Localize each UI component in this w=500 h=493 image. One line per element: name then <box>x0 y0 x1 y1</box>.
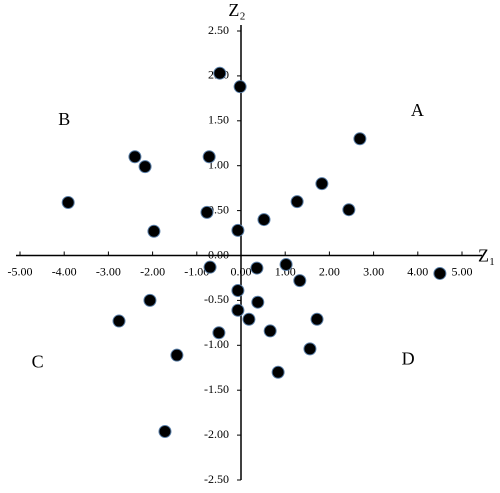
point <box>250 261 264 275</box>
point <box>315 177 329 191</box>
y-tick-label: -1.00 <box>204 337 229 351</box>
point <box>263 324 277 338</box>
point <box>147 224 161 238</box>
y-tick-label: -2.50 <box>204 472 229 486</box>
point <box>231 284 245 298</box>
point <box>242 312 256 326</box>
point <box>212 326 226 340</box>
point <box>158 425 172 439</box>
point <box>170 348 184 362</box>
x-tick-label: -3.00 <box>96 264 121 278</box>
point <box>279 257 293 271</box>
y-tick-label: -2.00 <box>204 427 229 441</box>
point <box>143 293 157 307</box>
y-tick-label: -1.50 <box>204 382 229 396</box>
point <box>342 203 356 217</box>
x-tick-label: -2.00 <box>140 264 165 278</box>
quadrant-label: C <box>32 351 44 371</box>
x-tick-label: 4.00 <box>407 264 428 278</box>
point <box>433 266 447 280</box>
point <box>202 150 216 164</box>
point <box>200 205 214 219</box>
point <box>213 66 227 80</box>
point <box>271 365 285 379</box>
y-axis-title: Z₂ <box>228 0 245 20</box>
point <box>233 80 247 94</box>
point <box>251 295 265 309</box>
point <box>310 312 324 326</box>
y-tick-label: 2.50 <box>208 23 229 37</box>
point <box>203 260 217 274</box>
x-tick-label: -4.00 <box>52 264 77 278</box>
point <box>303 342 317 356</box>
x-tick-label: -5.00 <box>8 264 33 278</box>
point <box>231 303 245 317</box>
point <box>138 160 152 174</box>
x-tick-label: 0.00 <box>231 264 252 278</box>
point <box>112 314 126 328</box>
x-axis-title: Z₁ <box>478 246 495 266</box>
point <box>293 274 307 288</box>
point <box>257 213 271 227</box>
point <box>231 223 245 237</box>
x-tick-label: 5.00 <box>452 264 473 278</box>
x-tick-label: -1.00 <box>184 264 209 278</box>
point <box>353 132 367 146</box>
y-tick-label: 0.00 <box>208 247 229 261</box>
quadrant-label: B <box>58 109 70 129</box>
x-tick-label: 3.00 <box>363 264 384 278</box>
point <box>290 195 304 209</box>
x-tick-label: 2.00 <box>319 264 340 278</box>
point <box>61 196 75 210</box>
quadrant-label: A <box>411 100 424 120</box>
quadrant-label: D <box>402 349 415 369</box>
point <box>128 150 142 164</box>
y-tick-label: -0.50 <box>204 292 229 306</box>
y-tick-label: 1.50 <box>208 113 229 127</box>
